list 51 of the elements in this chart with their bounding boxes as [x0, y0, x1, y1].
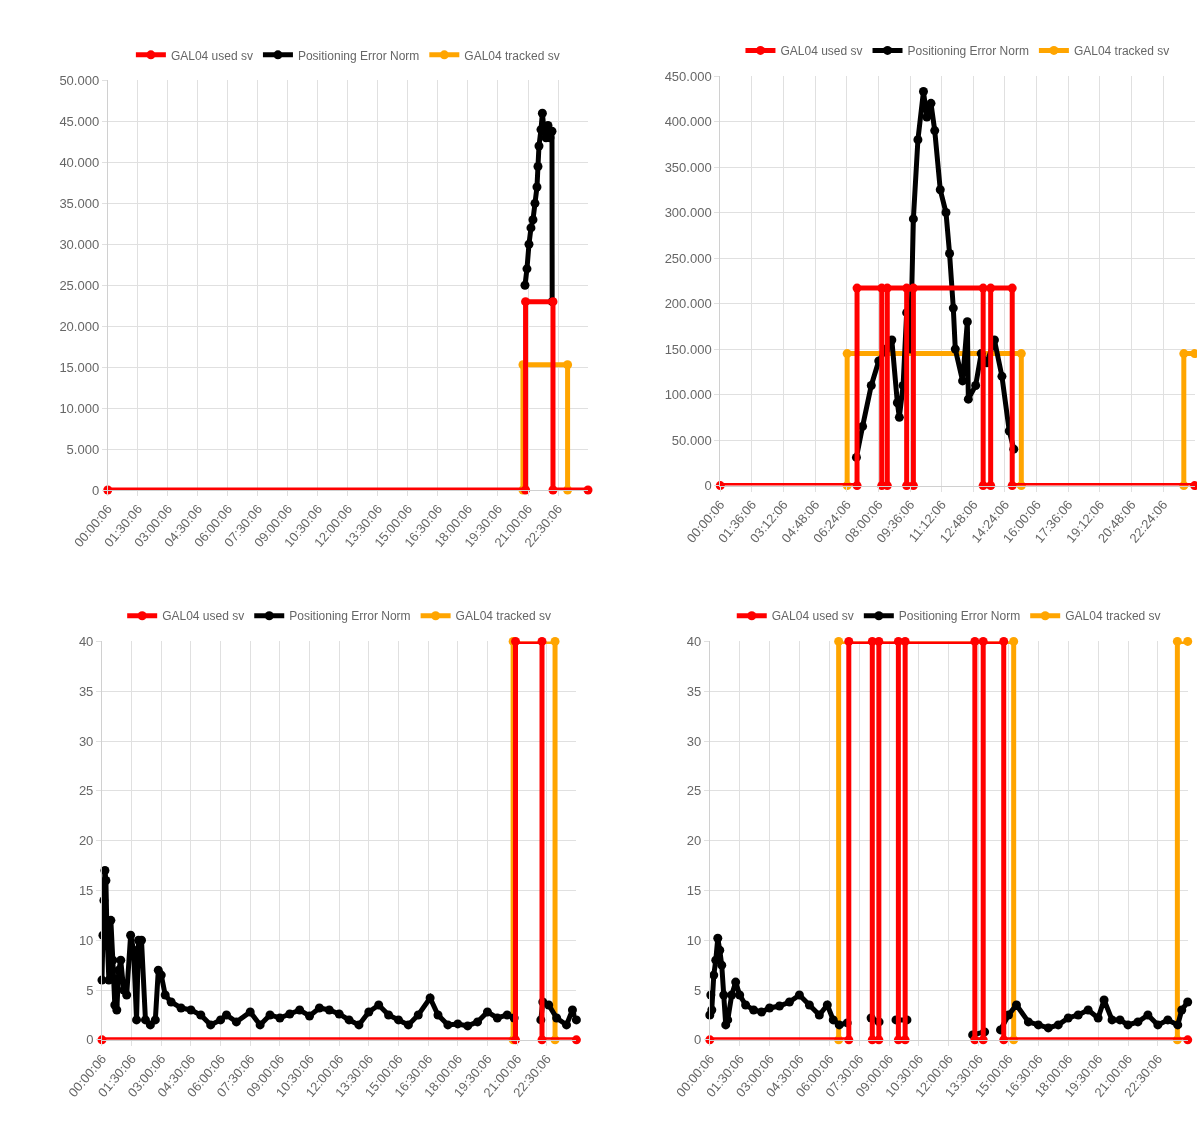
y-tick-label: 30.000: [59, 236, 100, 252]
y-tick-label: 0: [86, 1032, 94, 1048]
y-tick-label: 15: [686, 882, 702, 898]
legend-label: GAL04 used sv: [162, 609, 245, 624]
legend-label: Positioning Error Norm: [297, 48, 420, 63]
y-tick-label: 20.000: [59, 318, 100, 334]
y-tick-label: 150.000: [664, 341, 712, 357]
legend-label: GAL04 used sv: [170, 48, 253, 63]
y-tick-label: 10: [78, 932, 94, 948]
y-tick-label: 350.000: [664, 159, 712, 175]
y-tick-label: 250.000: [664, 250, 712, 266]
y-tick-label: 50.000: [59, 73, 100, 89]
y-tick-label: 10.000: [59, 400, 100, 416]
y-tick-label: 0: [704, 478, 712, 494]
y-tick-label: 30: [78, 733, 94, 749]
y-tick-label: 35: [78, 683, 94, 699]
legend-label: Positioning Error Norm: [289, 609, 411, 624]
legend-label: GAL04 tracked sv: [1065, 609, 1161, 624]
y-tick-label: 15.000: [59, 359, 100, 375]
y-tick-label: 45.000: [59, 113, 100, 129]
y-tick-label: 40: [78, 633, 94, 649]
y-tick-label: 5: [693, 982, 702, 998]
y-tick-label: 5.000: [66, 441, 100, 457]
legend-label: GAL04 tracked sv: [1073, 44, 1170, 59]
y-tick-label: 0: [91, 482, 100, 498]
y-tick-label: 20: [686, 833, 702, 849]
y-tick-label: 100.000: [664, 387, 712, 403]
y-tick-label: 200.000: [664, 296, 712, 312]
y-tick-label: 30: [686, 733, 702, 749]
legend-label: GAL04 used sv: [780, 44, 863, 59]
y-tick-label: 400.000: [664, 114, 712, 130]
y-tick-label: 450.000: [664, 68, 712, 84]
y-tick-label: 10: [686, 932, 702, 948]
y-tick-label: 25.000: [59, 277, 100, 293]
y-tick-label: 50.000: [671, 432, 712, 448]
legend-label: Positioning Error Norm: [898, 609, 1021, 624]
legend-label: GAL04 used sv: [771, 609, 854, 624]
legend-label: GAL04 tracked sv: [455, 609, 552, 624]
y-tick-label: 0: [693, 1032, 702, 1048]
y-tick-label: 5: [86, 982, 94, 998]
y-tick-label: 20: [78, 833, 94, 849]
y-tick-label: 35.000: [59, 195, 100, 211]
legend-label: GAL04 tracked sv: [464, 48, 560, 63]
y-tick-label: 35: [686, 683, 702, 699]
legend-label: Positioning Error Norm: [907, 44, 1029, 59]
y-tick-label: 40.000: [59, 154, 100, 170]
y-tick-label: 40: [686, 633, 702, 649]
y-tick-label: 15: [78, 882, 94, 898]
y-tick-label: 25: [686, 783, 702, 799]
y-tick-label: 25: [78, 783, 94, 799]
y-tick-label: 300.000: [664, 205, 712, 221]
